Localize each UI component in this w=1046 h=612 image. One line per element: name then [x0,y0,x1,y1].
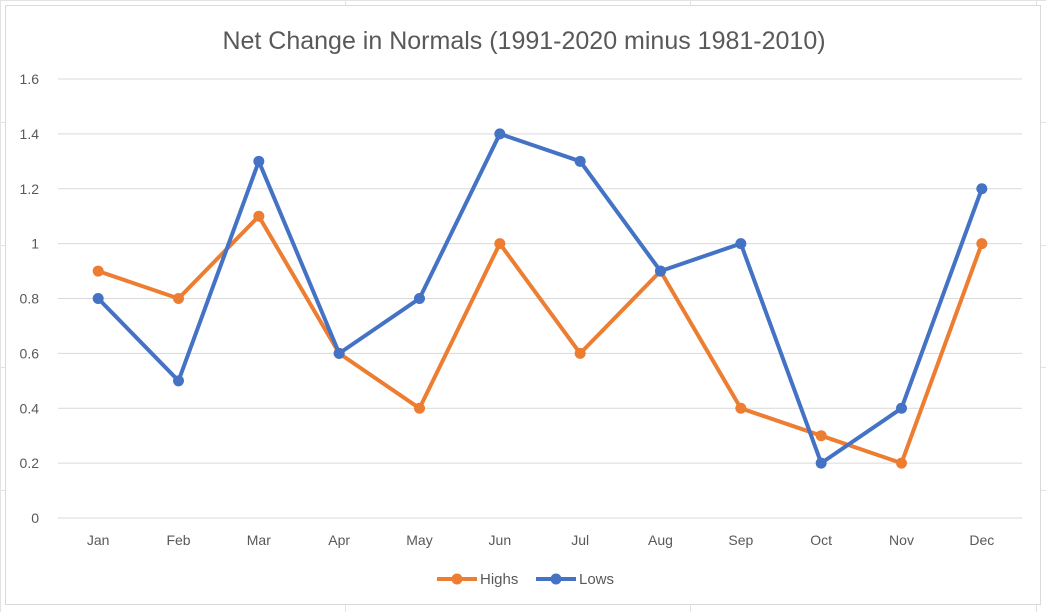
chart-title: Net Change in Normals (1991-2020 minus 1… [222,27,825,55]
y-tick-label: 0.8 [20,291,40,307]
data-point-lows[interactable] [333,347,345,359]
data-point-lows[interactable] [976,183,988,195]
y-axis-tick-labels: 0 0.2 0.4 0.6 0.8 1 1.2 1.4 1.6 [20,71,40,526]
series-line-highs[interactable] [96,214,984,466]
y-tick-label: 1.4 [20,126,40,142]
line-chart: Net Change in Normals (1991-2020 minus 1… [20,27,1022,588]
data-point-lows[interactable] [896,402,907,414]
x-tick-label: Feb [166,532,190,548]
x-tick-label: Aug [648,532,673,548]
series-line-lows[interactable] [96,131,984,466]
data-point-highs[interactable] [92,265,104,277]
y-tick-label: 0 [31,510,39,526]
x-tick-label: Jul [571,532,589,548]
x-tick-label: Dec [969,532,994,548]
data-point-lows[interactable] [655,265,666,277]
data-point-lows[interactable] [253,155,265,167]
data-point-highs[interactable] [896,457,907,469]
data-point-lows[interactable] [574,155,586,167]
data-point-highs[interactable] [815,430,827,442]
legend-marker-highs [451,573,463,585]
chart-area[interactable]: Net Change in Normals (1991-2020 minus 1… [5,5,1041,605]
y-tick-label: 1.6 [20,71,40,87]
x-tick-label: Jun [489,532,512,548]
x-tick-label: May [406,532,432,548]
data-point-lows[interactable] [735,238,747,250]
legend-item-lows[interactable]: Lows [536,571,614,588]
y-tick-label: 1 [31,236,39,252]
x-tick-label: Nov [889,532,914,548]
data-point-highs[interactable] [735,402,747,414]
legend-marker-lows [550,573,562,585]
data-point-lows[interactable] [414,293,425,304]
x-tick-label: Mar [247,532,271,548]
data-point-highs[interactable] [173,293,184,304]
y-tick-label: 0.4 [20,400,40,416]
y-tick-label: 0.6 [20,345,40,361]
x-tick-label: Oct [810,532,832,548]
y-tick-label: 1.2 [20,181,40,197]
data-point-lows[interactable] [815,457,827,469]
x-axis-tick-labels: Jan Feb Mar Apr May Jun Jul Aug Sep Oct Nov Dec [87,532,994,548]
legend-label-lows: Lows [579,571,614,588]
data-point-lows[interactable] [92,293,104,304]
y-tick-label: 0.2 [20,455,40,471]
legend-label-highs: Highs [480,571,518,588]
x-tick-label: Apr [328,532,350,548]
data-point-highs[interactable] [494,238,506,250]
data-point-highs[interactable] [253,210,265,222]
series-layer [92,128,988,469]
data-point-highs[interactable] [976,238,988,250]
legend: Highs Lows [437,571,614,588]
data-point-lows[interactable] [173,375,184,387]
x-tick-label: Jan [87,532,110,548]
legend-item-highs[interactable]: Highs [437,571,518,588]
data-point-lows[interactable] [494,128,506,140]
x-tick-label: Sep [728,532,753,548]
data-point-highs[interactable] [574,347,586,359]
data-point-highs[interactable] [414,402,425,414]
